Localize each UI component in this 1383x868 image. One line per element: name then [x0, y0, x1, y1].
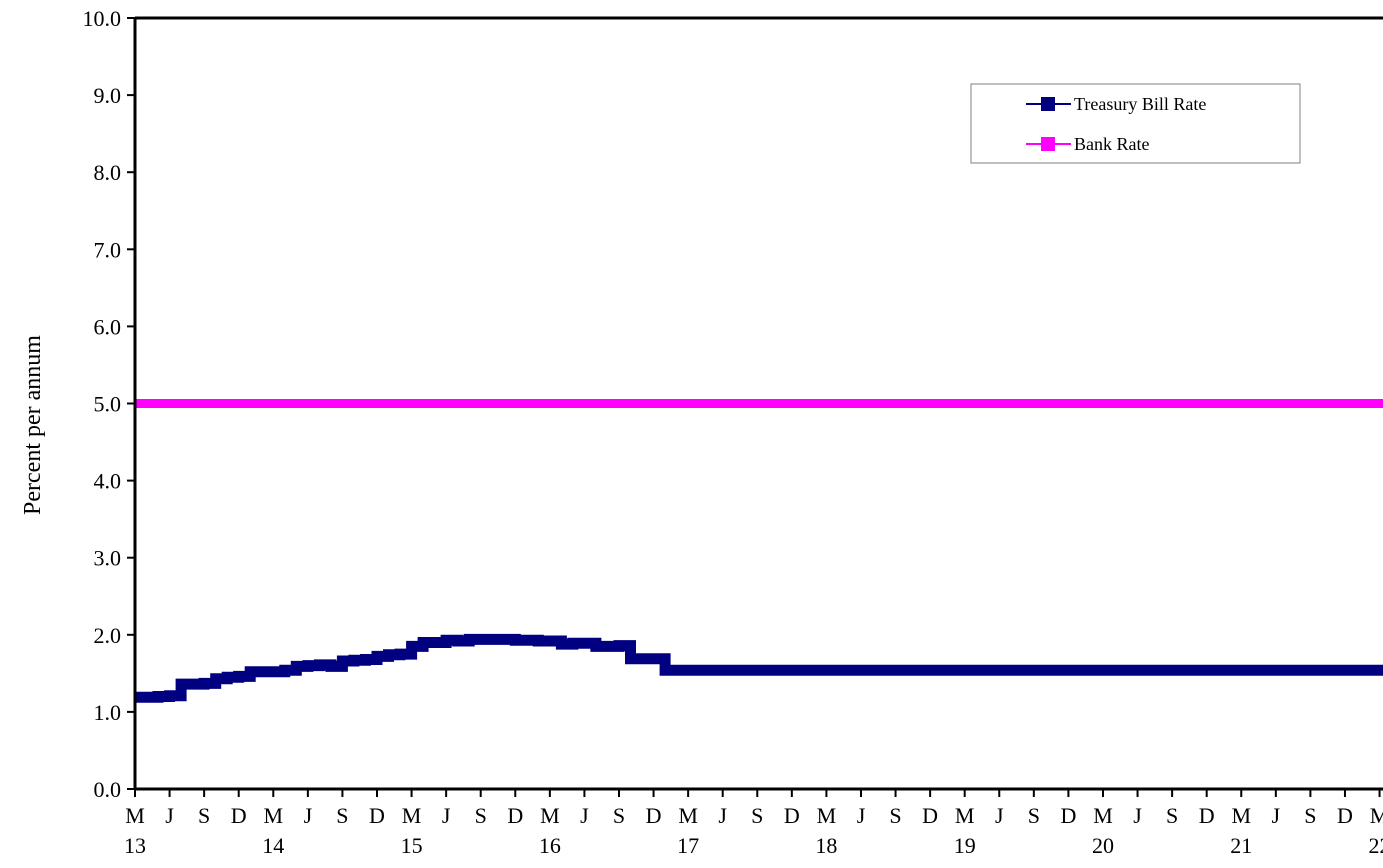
x-month-label: M: [955, 803, 975, 828]
y-tick-label: 9.0: [94, 83, 122, 108]
x-month-label: D: [1060, 803, 1076, 828]
x-month-label: M: [125, 803, 145, 828]
x-year-label: 22: [1369, 833, 1383, 858]
x-month-label: J: [857, 803, 866, 828]
x-month-label: S: [1304, 803, 1316, 828]
x-month-label: D: [784, 803, 800, 828]
x-month-label: S: [475, 803, 487, 828]
x-month-label: D: [922, 803, 938, 828]
y-tick-label: 10.0: [83, 6, 122, 31]
x-month-label: D: [646, 803, 662, 828]
x-month-label: M: [817, 803, 837, 828]
y-tick-label: 8.0: [94, 160, 122, 185]
x-year-label: 15: [401, 833, 423, 858]
x-month-label: J: [304, 803, 313, 828]
x-month-label: S: [613, 803, 625, 828]
y-tick-label: 4.0: [94, 469, 122, 494]
x-month-label: J: [718, 803, 727, 828]
x-month-label: M: [1231, 803, 1251, 828]
x-month-label: J: [1133, 803, 1142, 828]
x-month-label: M: [540, 803, 560, 828]
y-tick-label: 1.0: [94, 700, 122, 725]
y-tick-label: 7.0: [94, 237, 122, 262]
x-month-label: J: [165, 803, 174, 828]
x-month-label: D: [1337, 803, 1353, 828]
x-year-label: 16: [539, 833, 561, 858]
x-month-label: S: [751, 803, 763, 828]
legend-marker-bank-rate: [1041, 137, 1055, 151]
x-month-label: M: [1370, 803, 1383, 828]
x-year-label: 20: [1092, 833, 1114, 858]
x-month-label: J: [442, 803, 451, 828]
x-month-label: S: [198, 803, 210, 828]
x-month-label: J: [995, 803, 1004, 828]
series-group: [135, 399, 1383, 703]
x-month-label: D: [231, 803, 247, 828]
x-month-label: S: [1028, 803, 1040, 828]
x-month-label: D: [507, 803, 523, 828]
x-tick-group: M J S D M J S D M J S D M J S D M J S D M J S D M J S D M J S D M J S D M13 1…: [124, 789, 1383, 858]
x-month-label: S: [1166, 803, 1178, 828]
legend-marker-treasury-bill-rate: [1041, 97, 1055, 111]
x-month-label: J: [580, 803, 589, 828]
x-month-label: M: [678, 803, 698, 828]
treasury-bill-rate-series-line: [135, 633, 1383, 703]
x-month-label: S: [336, 803, 348, 828]
y-tick-group: 0.0 1.0 2.0 3.0 4.0 5.0 6.0 7.0 8.0 9.0 10.0: [83, 6, 135, 802]
x-year-label: 21: [1230, 833, 1252, 858]
legend-box: [970, 83, 1301, 164]
x-year-label: 18: [815, 833, 837, 858]
x-month-label: M: [402, 803, 422, 828]
y-tick-label: 0.0: [94, 777, 122, 802]
x-month-label: D: [1199, 803, 1215, 828]
y-tick-label: 3.0: [94, 546, 122, 571]
x-month-label: J: [1272, 803, 1281, 828]
x-month-label: M: [264, 803, 284, 828]
y-tick-label: 6.0: [94, 314, 122, 339]
x-year-label: 19: [954, 833, 976, 858]
x-year-label: 13: [124, 833, 146, 858]
x-month-label: M: [1093, 803, 1113, 828]
x-month-label: S: [889, 803, 901, 828]
legend: Treasury Bill Rate Bank Rate: [970, 83, 1301, 164]
legend-label-bank-rate: Bank Rate: [1074, 134, 1149, 154]
x-year-label: 17: [677, 833, 699, 858]
y-tick-label: 5.0: [94, 392, 122, 417]
legend-label-treasury-bill-rate: Treasury Bill Rate: [1074, 94, 1206, 114]
y-tick-label: 2.0: [94, 623, 122, 648]
y-axis-title: Percent per annum: [20, 335, 46, 515]
x-year-label: 14: [262, 833, 284, 858]
x-month-label: D: [369, 803, 385, 828]
